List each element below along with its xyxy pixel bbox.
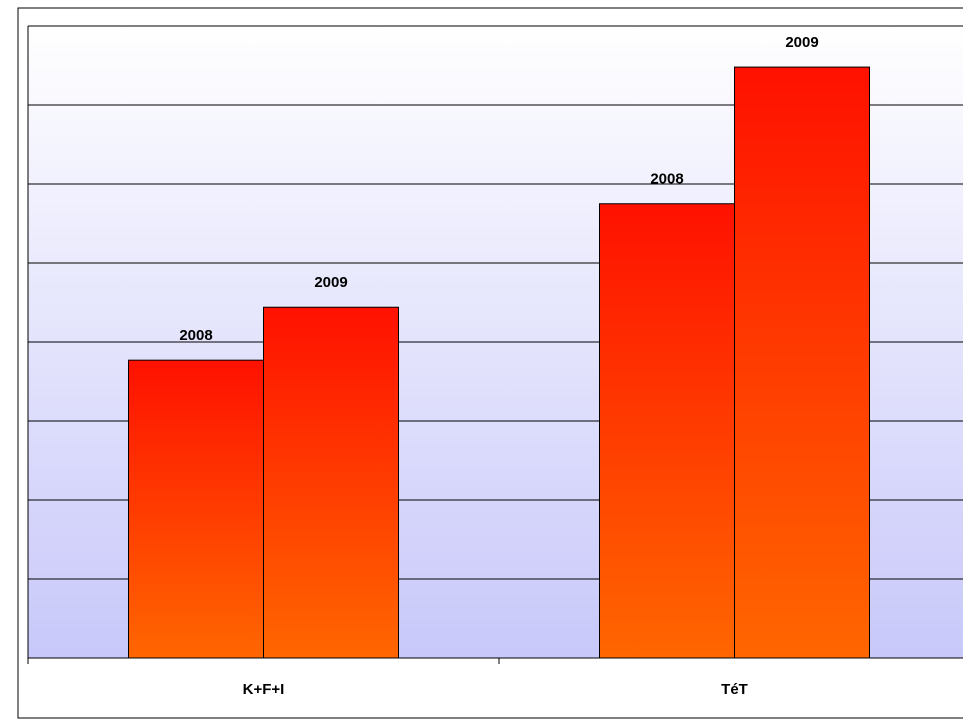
bar — [128, 359, 264, 659]
x-tick-label: K+F+I — [243, 681, 285, 698]
bar — [263, 306, 399, 659]
x-tick-label: TéT — [721, 681, 748, 698]
data-label: 2009 — [314, 274, 347, 291]
bar — [599, 203, 735, 659]
bar — [734, 66, 870, 659]
data-label: 2009 — [785, 34, 818, 51]
data-label: 2008 — [179, 327, 212, 344]
data-label: 2008 — [650, 171, 683, 188]
